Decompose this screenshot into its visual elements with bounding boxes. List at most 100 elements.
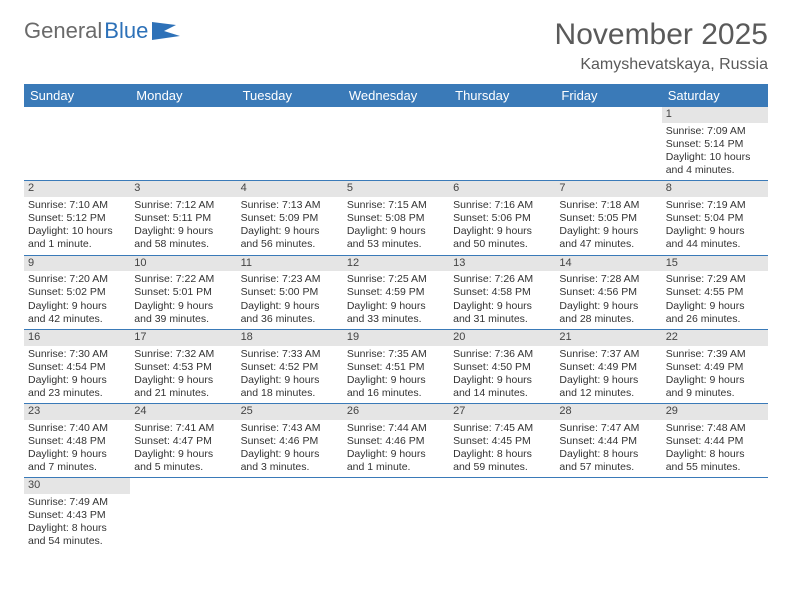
day-details: Sunrise: 7:25 AMSunset: 4:59 PMDaylight:…	[343, 271, 449, 329]
day-number: 20	[449, 330, 555, 346]
daylight-text: Daylight: 9 hours and 31 minutes.	[453, 300, 551, 326]
sunset-text: Sunset: 5:04 PM	[666, 212, 764, 225]
sunrise-text: Sunrise: 7:48 AM	[666, 422, 764, 435]
sunset-text: Sunset: 4:46 PM	[347, 435, 445, 448]
title-block: November 2025 Kamyshevatskaya, Russia	[555, 18, 768, 74]
day-number: 26	[343, 404, 449, 420]
sunrise-text: Sunrise: 7:20 AM	[28, 273, 126, 286]
daylight-text: Daylight: 8 hours and 59 minutes.	[453, 448, 551, 474]
calendar-cell: 15Sunrise: 7:29 AMSunset: 4:55 PMDayligh…	[662, 255, 768, 329]
calendar-cell	[555, 107, 661, 181]
daylight-text: Daylight: 9 hours and 36 minutes.	[241, 300, 339, 326]
daylight-text: Daylight: 9 hours and 58 minutes.	[134, 225, 232, 251]
sunset-text: Sunset: 4:59 PM	[347, 286, 445, 299]
day-number: 13	[449, 256, 555, 272]
day-number: 7	[555, 181, 661, 197]
daylight-text: Daylight: 9 hours and 1 minute.	[347, 448, 445, 474]
sunrise-text: Sunrise: 7:49 AM	[28, 496, 126, 509]
sunrise-text: Sunrise: 7:44 AM	[347, 422, 445, 435]
sunrise-text: Sunrise: 7:26 AM	[453, 273, 551, 286]
sunrise-text: Sunrise: 7:45 AM	[453, 422, 551, 435]
sunrise-text: Sunrise: 7:47 AM	[559, 422, 657, 435]
calendar-cell	[449, 107, 555, 181]
weekday-header: Wednesday	[343, 84, 449, 107]
daylight-text: Daylight: 9 hours and 18 minutes.	[241, 374, 339, 400]
calendar-cell	[237, 107, 343, 181]
sunrise-text: Sunrise: 7:37 AM	[559, 348, 657, 361]
calendar-cell: 16Sunrise: 7:30 AMSunset: 4:54 PMDayligh…	[24, 329, 130, 403]
sunset-text: Sunset: 4:44 PM	[559, 435, 657, 448]
day-number: 9	[24, 256, 130, 272]
weekday-header: Friday	[555, 84, 661, 107]
calendar-cell	[449, 478, 555, 552]
sunrise-text: Sunrise: 7:43 AM	[241, 422, 339, 435]
calendar-cell	[343, 107, 449, 181]
day-number: 17	[130, 330, 236, 346]
sunset-text: Sunset: 4:50 PM	[453, 361, 551, 374]
day-details: Sunrise: 7:10 AMSunset: 5:12 PMDaylight:…	[24, 197, 130, 255]
calendar-cell: 21Sunrise: 7:37 AMSunset: 4:49 PMDayligh…	[555, 329, 661, 403]
calendar-cell: 17Sunrise: 7:32 AMSunset: 4:53 PMDayligh…	[130, 329, 236, 403]
day-details: Sunrise: 7:23 AMSunset: 5:00 PMDaylight:…	[237, 271, 343, 329]
day-details: Sunrise: 7:19 AMSunset: 5:04 PMDaylight:…	[662, 197, 768, 255]
calendar-cell: 5Sunrise: 7:15 AMSunset: 5:08 PMDaylight…	[343, 181, 449, 255]
sunrise-text: Sunrise: 7:36 AM	[453, 348, 551, 361]
day-number: 5	[343, 181, 449, 197]
sunrise-text: Sunrise: 7:29 AM	[666, 273, 764, 286]
calendar-cell: 14Sunrise: 7:28 AMSunset: 4:56 PMDayligh…	[555, 255, 661, 329]
calendar-cell: 7Sunrise: 7:18 AMSunset: 5:05 PMDaylight…	[555, 181, 661, 255]
day-number: 25	[237, 404, 343, 420]
sunset-text: Sunset: 4:44 PM	[666, 435, 764, 448]
sunset-text: Sunset: 5:02 PM	[28, 286, 126, 299]
day-details: Sunrise: 7:15 AMSunset: 5:08 PMDaylight:…	[343, 197, 449, 255]
sunset-text: Sunset: 5:11 PM	[134, 212, 232, 225]
day-number: 24	[130, 404, 236, 420]
daylight-text: Daylight: 9 hours and 12 minutes.	[559, 374, 657, 400]
sunrise-text: Sunrise: 7:35 AM	[347, 348, 445, 361]
weekday-header: Monday	[130, 84, 236, 107]
day-number: 15	[662, 256, 768, 272]
calendar-cell: 9Sunrise: 7:20 AMSunset: 5:02 PMDaylight…	[24, 255, 130, 329]
day-details: Sunrise: 7:22 AMSunset: 5:01 PMDaylight:…	[130, 271, 236, 329]
sunset-text: Sunset: 5:09 PM	[241, 212, 339, 225]
sunset-text: Sunset: 5:08 PM	[347, 212, 445, 225]
sunset-text: Sunset: 5:05 PM	[559, 212, 657, 225]
daylight-text: Daylight: 9 hours and 28 minutes.	[559, 300, 657, 326]
sunset-text: Sunset: 4:45 PM	[453, 435, 551, 448]
daylight-text: Daylight: 9 hours and 23 minutes.	[28, 374, 126, 400]
calendar-row: 16Sunrise: 7:30 AMSunset: 4:54 PMDayligh…	[24, 329, 768, 403]
calendar-cell: 8Sunrise: 7:19 AMSunset: 5:04 PMDaylight…	[662, 181, 768, 255]
day-details: Sunrise: 7:13 AMSunset: 5:09 PMDaylight:…	[237, 197, 343, 255]
calendar-cell: 1Sunrise: 7:09 AMSunset: 5:14 PMDaylight…	[662, 107, 768, 181]
calendar-cell	[24, 107, 130, 181]
calendar-row: 1Sunrise: 7:09 AMSunset: 5:14 PMDaylight…	[24, 107, 768, 181]
sunset-text: Sunset: 5:14 PM	[666, 138, 764, 151]
daylight-text: Daylight: 9 hours and 3 minutes.	[241, 448, 339, 474]
calendar-row: 9Sunrise: 7:20 AMSunset: 5:02 PM Daylight…	[24, 255, 768, 329]
day-number: 6	[449, 181, 555, 197]
sunset-text: Sunset: 4:56 PM	[559, 286, 657, 299]
logo-flag-icon	[152, 22, 180, 40]
sunrise-text: Sunrise: 7:30 AM	[28, 348, 126, 361]
sunrise-text: Sunrise: 7:28 AM	[559, 273, 657, 286]
day-details: Sunrise: 7:49 AMSunset: 4:43 PMDaylight:…	[24, 494, 130, 552]
day-details: Sunrise: 7:16 AMSunset: 5:06 PMDaylight:…	[449, 197, 555, 255]
day-details: Sunrise: 7:29 AMSunset: 4:55 PMDaylight:…	[662, 271, 768, 329]
day-details: Sunrise: 7:26 AMSunset: 4:58 PMDaylight:…	[449, 271, 555, 329]
day-details: Sunrise: 7:44 AMSunset: 4:46 PMDaylight:…	[343, 420, 449, 478]
day-details: Sunrise: 7:45 AMSunset: 4:45 PMDaylight:…	[449, 420, 555, 478]
weekday-header: Tuesday	[237, 84, 343, 107]
day-details: Sunrise: 7:41 AMSunset: 4:47 PMDaylight:…	[130, 420, 236, 478]
day-number: 18	[237, 330, 343, 346]
daylight-text: Daylight: 9 hours and 56 minutes.	[241, 225, 339, 251]
day-details: Sunrise: 7:28 AMSunset: 4:56 PMDaylight:…	[555, 271, 661, 329]
day-number: 11	[237, 256, 343, 272]
daylight-text: Daylight: 9 hours and 26 minutes.	[666, 300, 764, 326]
daylight-text: Daylight: 9 hours and 5 minutes.	[134, 448, 232, 474]
weekday-header: Sunday	[24, 84, 130, 107]
calendar-cell	[130, 478, 236, 552]
daylight-text: Daylight: 9 hours and 16 minutes.	[347, 374, 445, 400]
sunrise-text: Sunrise: 7:09 AM	[666, 125, 764, 138]
sunrise-text: Sunrise: 7:10 AM	[28, 199, 126, 212]
day-number: 12	[343, 256, 449, 272]
